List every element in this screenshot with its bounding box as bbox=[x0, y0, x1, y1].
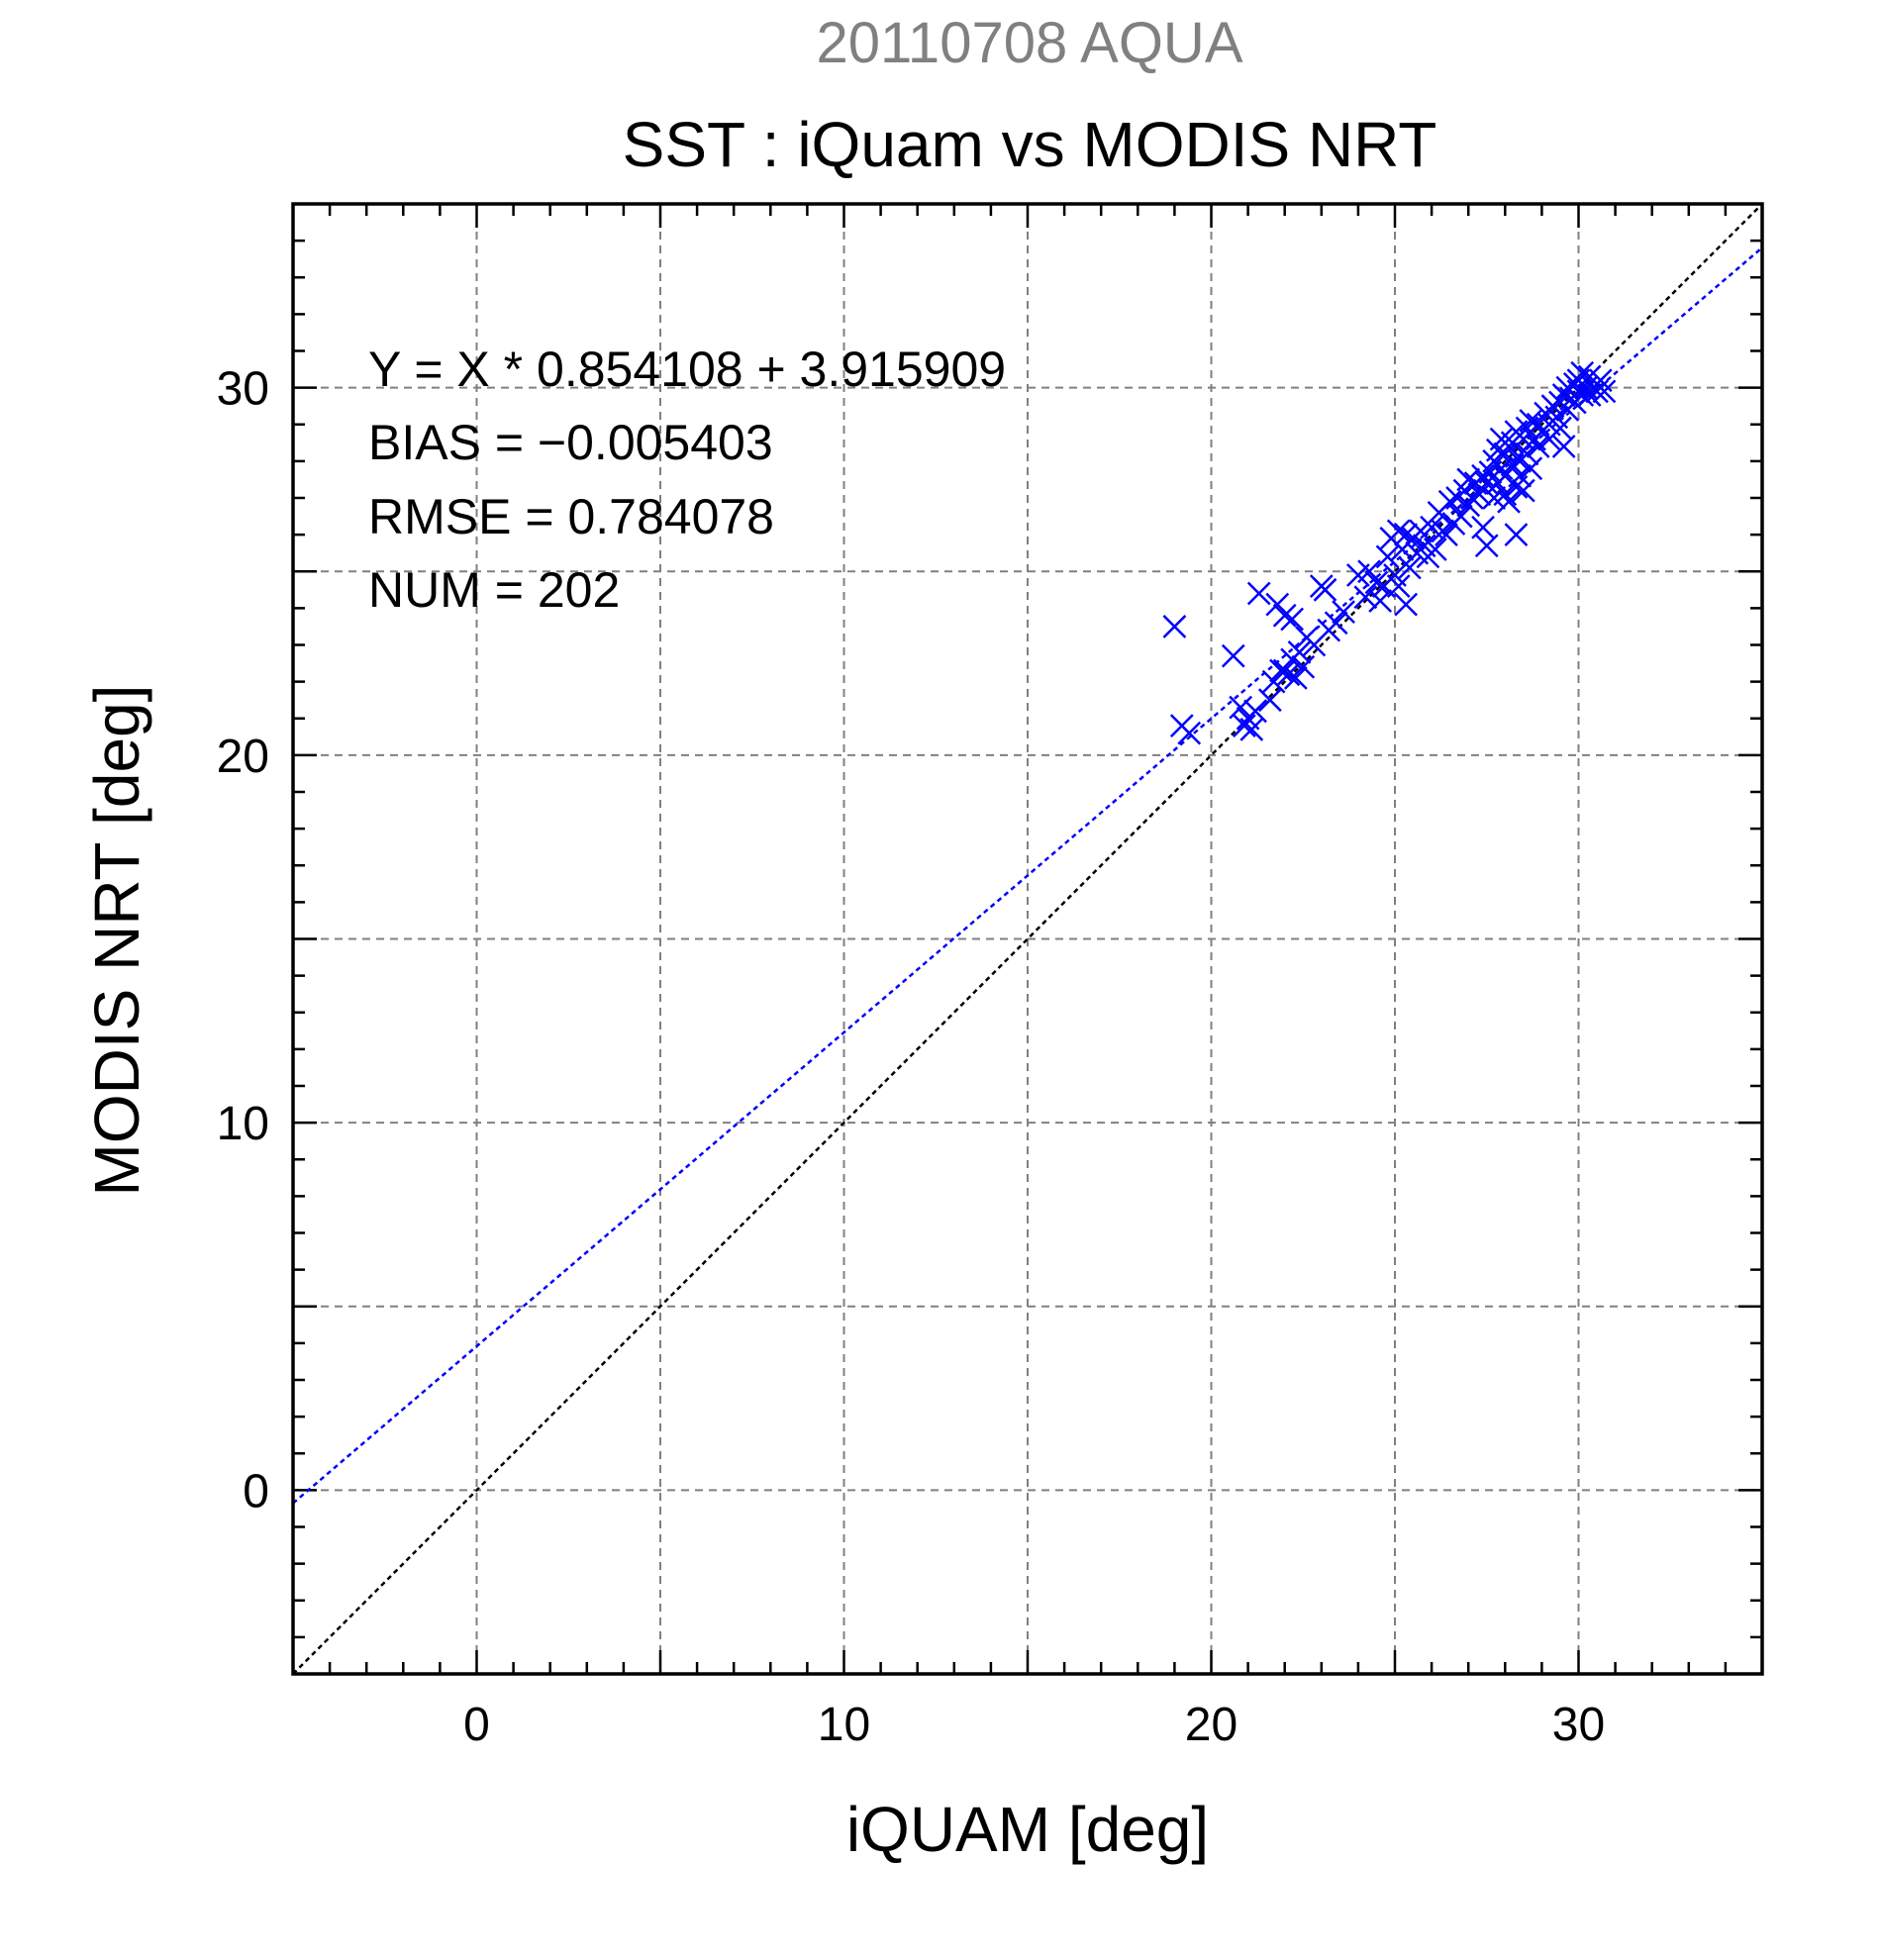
data-point bbox=[1257, 688, 1282, 713]
y-tick-label: 20 bbox=[217, 731, 269, 783]
data-point bbox=[1397, 555, 1422, 580]
data-point bbox=[1280, 607, 1305, 632]
data-point bbox=[1177, 721, 1202, 745]
data-point bbox=[1332, 600, 1355, 624]
y-tick-label: 0 bbox=[243, 1465, 269, 1518]
data-point bbox=[1435, 523, 1458, 547]
data-points bbox=[1162, 360, 1617, 745]
plot-frame bbox=[291, 202, 1764, 1676]
data-point bbox=[1324, 611, 1348, 636]
data-point bbox=[1471, 463, 1495, 488]
data-point bbox=[1221, 643, 1245, 668]
data-point bbox=[1497, 489, 1521, 514]
data-point bbox=[1239, 718, 1264, 741]
data-point bbox=[1551, 435, 1576, 458]
data-point bbox=[1246, 581, 1271, 606]
data-point bbox=[1394, 592, 1419, 617]
data-point bbox=[1508, 463, 1533, 488]
data-point bbox=[1162, 615, 1187, 638]
data-point bbox=[1515, 441, 1539, 466]
data-point bbox=[1364, 570, 1389, 595]
data-point bbox=[1423, 538, 1447, 561]
y-tick-label: 30 bbox=[217, 363, 269, 416]
data-point bbox=[1368, 589, 1393, 613]
data-point bbox=[1526, 412, 1550, 437]
data-point bbox=[1283, 666, 1308, 690]
data-point bbox=[1353, 585, 1378, 610]
data-point bbox=[1570, 383, 1595, 407]
data-point bbox=[1243, 699, 1267, 724]
data-point bbox=[1313, 577, 1337, 602]
rmse-annotation: RMSE = 0.784078 bbox=[368, 489, 774, 544]
data-point bbox=[1276, 662, 1301, 687]
data-point bbox=[1233, 714, 1256, 738]
x-tick-label: 0 bbox=[463, 1699, 490, 1751]
data-point bbox=[1577, 383, 1602, 407]
data-point bbox=[1493, 482, 1518, 507]
data-point bbox=[1291, 654, 1316, 679]
data-point bbox=[1474, 534, 1499, 558]
chart-title: 20110708 AQUA bbox=[816, 11, 1242, 75]
data-point bbox=[1467, 482, 1492, 507]
x-tick-label: 20 bbox=[1185, 1699, 1238, 1751]
data-point bbox=[1548, 416, 1572, 441]
data-point bbox=[1375, 544, 1400, 569]
data-point bbox=[1504, 523, 1529, 547]
y-axis-label: MODIS NRT [deg] bbox=[81, 685, 152, 1197]
data-point bbox=[1570, 360, 1595, 385]
regression-line bbox=[293, 246, 1762, 1505]
data-point bbox=[1394, 523, 1419, 547]
fit-equation-annotation: Y = X * 0.854108 + 3.915909 bbox=[368, 342, 1006, 397]
tick-labels: 0 10 20 30 0 10 20 30 bbox=[217, 363, 1606, 1751]
data-point bbox=[1526, 435, 1550, 458]
data-point bbox=[1493, 441, 1518, 466]
y-tick-label: 10 bbox=[217, 1098, 269, 1150]
bias-annotation: BIAS = −0.005403 bbox=[368, 415, 773, 470]
data-point bbox=[1386, 574, 1411, 598]
chart-subtitle: SST : iQuam vs MODIS NRT bbox=[623, 109, 1437, 180]
x-axis-label: iQUAM [deg] bbox=[846, 1794, 1209, 1865]
data-point bbox=[1592, 379, 1617, 404]
data-point bbox=[1471, 515, 1495, 539]
data-point bbox=[1287, 640, 1312, 664]
num-annotation: NUM = 202 bbox=[368, 562, 620, 618]
data-point bbox=[1229, 695, 1253, 720]
x-tick-label: 10 bbox=[818, 1699, 870, 1751]
data-point bbox=[1500, 452, 1525, 477]
data-point bbox=[1519, 456, 1543, 481]
data-point bbox=[1386, 519, 1411, 543]
data-point bbox=[1272, 603, 1297, 628]
data-point bbox=[1456, 467, 1481, 492]
data-point bbox=[1437, 489, 1462, 514]
x-tick-label: 30 bbox=[1552, 1699, 1605, 1751]
data-point bbox=[1448, 504, 1473, 529]
data-point bbox=[1511, 478, 1535, 503]
